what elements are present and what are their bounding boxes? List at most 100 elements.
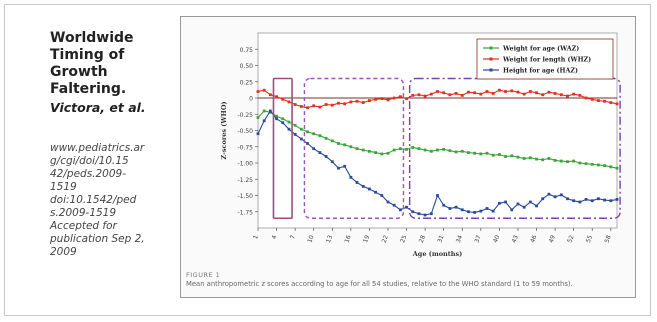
data-point bbox=[479, 209, 483, 213]
data-point bbox=[374, 151, 378, 154]
data-point bbox=[330, 160, 334, 164]
figure-caption: FIGURE 1 Mean anthropometric z scores ac… bbox=[186, 271, 626, 289]
data-point bbox=[386, 200, 390, 204]
data-point bbox=[547, 90, 551, 94]
y-tick-label: 0 bbox=[249, 96, 253, 103]
data-point bbox=[312, 132, 316, 136]
data-point bbox=[281, 97, 285, 101]
data-point bbox=[559, 159, 563, 163]
y-tick-label: -0.50 bbox=[237, 128, 253, 135]
data-point bbox=[467, 210, 470, 214]
data-point bbox=[603, 198, 607, 202]
data-point bbox=[485, 151, 489, 155]
data-point bbox=[566, 160, 569, 164]
x-tick-label: 4 bbox=[271, 234, 279, 240]
data-point bbox=[262, 88, 266, 92]
x-tick-label: 25 bbox=[399, 234, 408, 244]
x-tick-label: 22 bbox=[381, 234, 390, 244]
slide-authors: Victora, et al. bbox=[50, 100, 146, 115]
x-tick-label: 7 bbox=[289, 234, 297, 240]
data-point bbox=[516, 202, 520, 206]
data-point bbox=[448, 149, 452, 153]
data-point bbox=[368, 187, 371, 191]
y-tick-label: 0.50 bbox=[240, 63, 254, 70]
x-axis-label: Age (months) bbox=[412, 250, 462, 258]
data-point bbox=[491, 153, 495, 157]
reference-line: Accepted for bbox=[50, 220, 117, 232]
data-point bbox=[374, 97, 378, 101]
data-point bbox=[355, 99, 359, 103]
reference-line: 2009 bbox=[50, 246, 77, 258]
data-point bbox=[293, 103, 297, 106]
reference-line: 1519 bbox=[50, 181, 77, 193]
data-point bbox=[559, 193, 563, 197]
data-point bbox=[491, 209, 495, 213]
data-point bbox=[256, 132, 260, 136]
x-tick-label: 43 bbox=[511, 234, 520, 244]
data-point bbox=[275, 114, 278, 118]
data-point bbox=[522, 92, 526, 96]
data-point bbox=[392, 148, 396, 152]
data-point bbox=[436, 90, 439, 93]
data-point bbox=[566, 94, 569, 98]
x-tick-label: 10 bbox=[306, 234, 315, 244]
data-point bbox=[324, 103, 328, 106]
data-point bbox=[380, 97, 384, 101]
data-point bbox=[516, 155, 520, 159]
data-point bbox=[411, 210, 415, 214]
data-point bbox=[368, 99, 371, 102]
data-point bbox=[368, 149, 371, 153]
data-point bbox=[448, 93, 452, 97]
data-point bbox=[597, 163, 600, 167]
data-point bbox=[293, 123, 297, 127]
data-point bbox=[535, 91, 538, 95]
reference-line: 42/peds.2009- bbox=[50, 168, 127, 180]
data-point bbox=[522, 157, 526, 160]
data-point bbox=[473, 151, 477, 155]
data-point bbox=[330, 103, 334, 107]
y-tick-label: -1.00 bbox=[237, 161, 253, 168]
data-point bbox=[528, 200, 532, 204]
data-point bbox=[590, 162, 594, 166]
reference-block: www.pediatrics.ar g/cgi/doi/10.15 42/ped… bbox=[50, 142, 175, 259]
data-point bbox=[584, 96, 588, 100]
data-point bbox=[572, 159, 576, 163]
data-point bbox=[299, 105, 303, 108]
data-point bbox=[460, 149, 464, 153]
data-point bbox=[467, 90, 470, 94]
data-point bbox=[349, 175, 353, 179]
data-point bbox=[361, 101, 365, 104]
slide-title-line: Faltering. bbox=[50, 81, 127, 97]
y-tick-label: -1.50 bbox=[237, 193, 253, 200]
data-point bbox=[442, 147, 446, 151]
slide-title-line: Growth bbox=[50, 64, 108, 80]
data-point bbox=[318, 105, 322, 109]
data-point bbox=[578, 161, 582, 165]
data-point bbox=[312, 104, 316, 108]
data-point bbox=[436, 148, 439, 152]
legend-swatch-marker bbox=[489, 46, 493, 50]
data-point bbox=[417, 212, 421, 216]
data-point bbox=[553, 195, 557, 199]
data-point bbox=[504, 155, 507, 158]
data-point bbox=[473, 91, 477, 95]
reference-line: www.pediatrics.ar bbox=[50, 142, 145, 154]
data-point bbox=[299, 127, 303, 131]
data-point bbox=[324, 136, 328, 140]
data-point bbox=[597, 99, 600, 102]
x-tick-label: 49 bbox=[548, 234, 557, 244]
data-point bbox=[287, 127, 291, 131]
data-point bbox=[497, 201, 501, 205]
data-point bbox=[504, 200, 507, 204]
data-point bbox=[262, 109, 266, 113]
data-point bbox=[429, 92, 433, 96]
data-point bbox=[528, 156, 532, 160]
slide-title-line: Worldwide bbox=[50, 30, 134, 46]
data-point bbox=[306, 106, 309, 110]
legend-label: Weight for length (WHZ) bbox=[502, 56, 591, 63]
figure-label: FIGURE 1 bbox=[186, 271, 221, 279]
legend-swatch-marker bbox=[489, 68, 493, 72]
data-point bbox=[349, 100, 353, 104]
data-point bbox=[609, 165, 613, 169]
data-point bbox=[442, 91, 446, 95]
